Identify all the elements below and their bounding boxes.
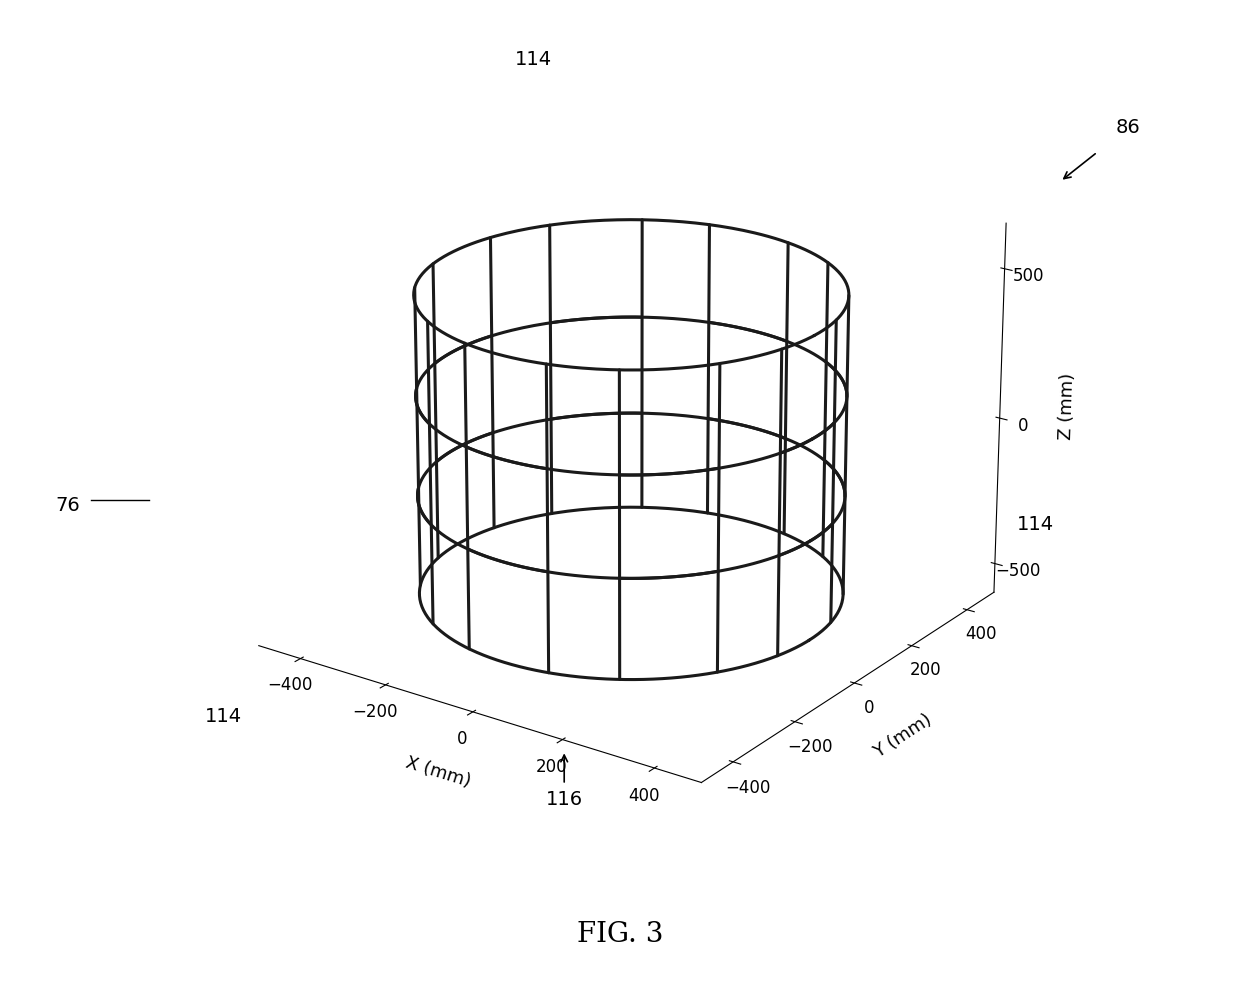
Y-axis label: Y (mm): Y (mm): [870, 711, 935, 762]
Text: 76: 76: [56, 495, 81, 515]
Text: FIG. 3: FIG. 3: [577, 921, 663, 948]
Text: 114: 114: [515, 50, 552, 69]
Text: 86: 86: [1116, 118, 1141, 137]
Text: 114: 114: [205, 706, 242, 726]
X-axis label: X (mm): X (mm): [403, 753, 472, 791]
Text: 116: 116: [546, 790, 583, 808]
Text: 114: 114: [1017, 515, 1054, 535]
